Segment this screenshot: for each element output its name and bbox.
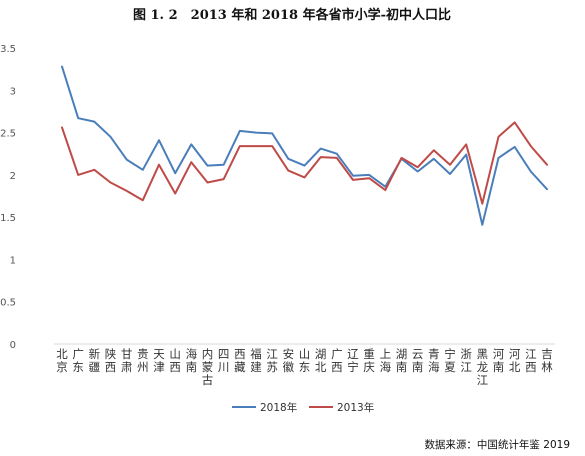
x-tick-label-text: 浙江 xyxy=(460,347,472,374)
x-tick-label-text: 湖北 xyxy=(315,347,327,374)
x-tick-label-text: 安徽 xyxy=(283,347,295,374)
x-tick-label: 福建 xyxy=(250,347,262,374)
x-tick-label: 新疆 xyxy=(89,347,101,374)
x-tick-label: 山东 xyxy=(299,347,311,374)
x-tick-label-text: 黑龙江 xyxy=(477,347,489,387)
y-tick-label: 0.5 xyxy=(0,298,16,309)
x-tick-label: 甘肃 xyxy=(121,347,133,374)
x-tick-label-text: 河北 xyxy=(509,347,521,374)
x-tick-label-text: 山东 xyxy=(299,347,311,374)
y-tick-label: 1.5 xyxy=(0,213,16,224)
x-tick-label-text: 吉林 xyxy=(541,347,553,374)
x-tick-label: 江西 xyxy=(525,347,537,374)
x-tick-label: 吉林 xyxy=(541,347,553,374)
x-tick-label-text: 江西 xyxy=(525,347,537,374)
x-tick-label: 海南 xyxy=(186,347,198,374)
x-tick-label: 青海 xyxy=(428,347,440,374)
x-tick-label: 江苏 xyxy=(266,347,278,374)
x-tick-label: 贵州 xyxy=(137,347,149,374)
x-tick-label: 黑龙江 xyxy=(477,347,489,387)
x-tick-label-text: 辽宁 xyxy=(347,347,359,374)
x-tick-label-text: 云南 xyxy=(412,347,424,374)
x-tick-label-text: 河南 xyxy=(493,347,505,374)
y-axis: 0 0.5 1 1.5 2 2.5 3 3.5 xyxy=(0,44,16,351)
x-tick-label: 陕西 xyxy=(105,347,117,374)
y-tick-label: 3 xyxy=(10,86,16,97)
x-tick-label-text: 宁夏 xyxy=(444,347,456,374)
x-tick-label: 云南 xyxy=(412,347,424,374)
y-tick-label: 0 xyxy=(10,340,16,351)
x-tick-label-text: 天津 xyxy=(153,347,165,374)
x-tick-label-text: 新疆 xyxy=(89,347,101,374)
x-tick-label: 山西 xyxy=(169,347,181,374)
x-tick-label-text: 北京 xyxy=(56,347,68,374)
x-tick-label: 重庆 xyxy=(363,347,375,374)
x-tick-label: 广东 xyxy=(72,347,84,374)
x-tick-label: 四川 xyxy=(218,347,230,374)
chart-title: 图 1. 2 2013 年和 2018 年各省市小学-初中人口比 xyxy=(133,7,451,23)
plot-area xyxy=(61,65,548,226)
x-tick-label-text: 福建 xyxy=(250,347,262,374)
x-tick-label: 河北 xyxy=(509,347,521,374)
x-tick-label: 上海 xyxy=(380,347,392,374)
x-tick-label-text: 广东 xyxy=(72,347,84,374)
x-tick-label-text: 湖南 xyxy=(396,347,408,374)
x-tick-label-text: 四川 xyxy=(218,347,230,374)
x-tick-label-text: 贵州 xyxy=(137,347,149,374)
legend: 2018年 2013年 xyxy=(232,401,374,414)
x-tick-label-text: 青海 xyxy=(428,347,440,374)
x-tick-label: 河南 xyxy=(493,347,505,374)
x-tick-label: 安徽 xyxy=(283,347,295,374)
x-tick-label: 辽宁 xyxy=(347,347,359,374)
x-tick-label: 浙江 xyxy=(460,347,472,374)
x-tick-label: 广西 xyxy=(331,347,343,374)
data-source: 数据来源：中国统计年鉴 2019 xyxy=(424,438,570,451)
x-tick-label-text: 上海 xyxy=(380,347,392,374)
y-tick-label: 1 xyxy=(10,255,16,266)
x-tick-label: 湖北 xyxy=(315,347,327,374)
x-tick-label: 天津 xyxy=(153,347,165,374)
x-tick-label-text: 甘肃 xyxy=(121,347,133,374)
x-tick-label-text: 重庆 xyxy=(363,347,375,374)
x-tick-label-text: 江苏 xyxy=(266,347,278,374)
y-tick-label: 3.5 xyxy=(0,44,16,55)
legend-label: 2018年 xyxy=(260,401,297,414)
x-tick-label-text: 内蒙古 xyxy=(202,347,214,387)
x-tick-label: 湖南 xyxy=(396,347,408,374)
x-tick-label: 西藏 xyxy=(234,347,246,374)
x-tick-label-text: 陕西 xyxy=(105,347,117,374)
legend-label: 2013年 xyxy=(337,401,374,414)
x-tick-label-text: 山西 xyxy=(169,347,181,374)
x-tick-label-text: 西藏 xyxy=(234,347,246,374)
series-line-2018 xyxy=(61,65,548,226)
y-tick-label: 2 xyxy=(10,171,16,182)
y-tick-label: 2.5 xyxy=(0,129,16,140)
x-tick-label-text: 海南 xyxy=(186,347,198,374)
x-axis-labels: 北京广东新疆陕西甘肃贵州天津山西海南内蒙古四川西藏福建江苏安徽山东湖北广西辽宁重… xyxy=(56,347,553,387)
x-tick-label: 宁夏 xyxy=(444,347,456,374)
x-tick-label-text: 广西 xyxy=(331,347,343,374)
x-tick-label: 北京 xyxy=(56,347,68,374)
series-line-2013 xyxy=(61,121,548,205)
x-tick-label: 内蒙古 xyxy=(202,347,214,387)
